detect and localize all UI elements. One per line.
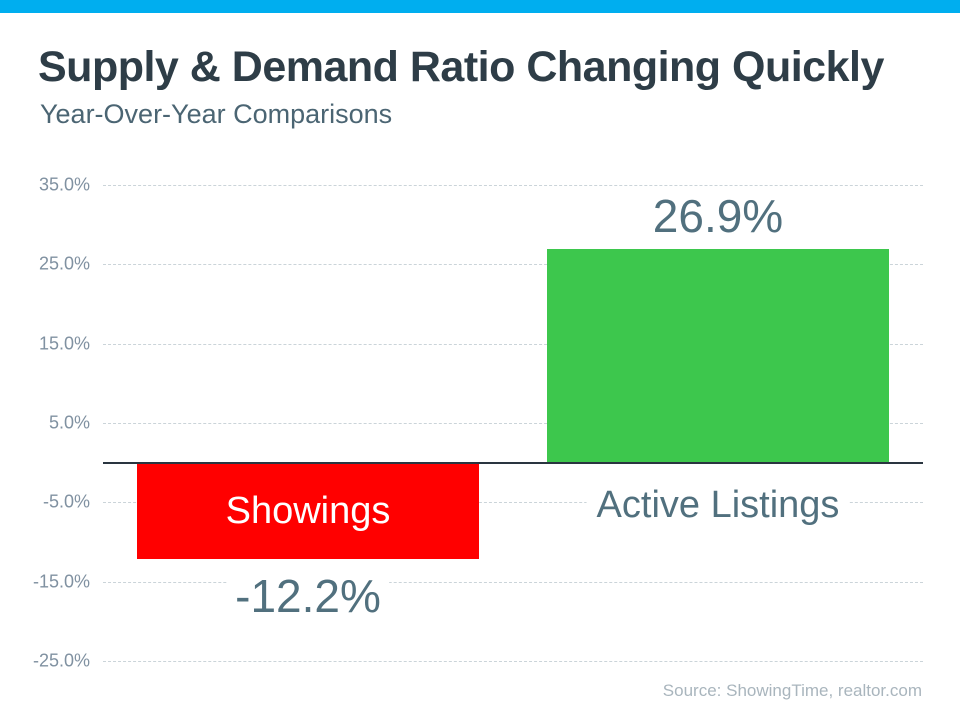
plot-area: 35.0% 25.0% 15.0% 5.0% -5.0% -15.0% -25.0% -12.… [33, 175, 923, 671]
bar-active-listings [547, 249, 889, 463]
gridline [103, 185, 923, 186]
top-accent-bar [0, 0, 960, 13]
value-label-showings: -12.2% [227, 573, 389, 620]
gridline [103, 423, 923, 424]
chart-subtitle: Year-Over-Year Comparisons [40, 99, 393, 129]
y-axis-tick-label: 35.0% [38, 174, 90, 195]
y-axis-tick-label: 15.0% [38, 333, 90, 354]
gridline [103, 343, 923, 345]
value-label-active-listings: 26.9% [644, 193, 792, 240]
chart-title: Supply & Demand Ratio Changing Quickly [38, 43, 884, 91]
gridline [103, 581, 923, 583]
category-label-active-listings: Active Listings [586, 482, 850, 527]
y-axis-tick-label: -15.0% [32, 571, 90, 592]
bar-showings [137, 462, 479, 560]
gridline [103, 502, 923, 504]
x-axis-line [103, 461, 923, 464]
source-caption: Source: ShowingTime, realtor.com [662, 681, 922, 700]
y-axis-tick-label: -5.0% [42, 491, 90, 512]
y-axis-tick-label: 5.0% [48, 412, 90, 433]
gridline [103, 661, 923, 662]
gridline [103, 264, 923, 266]
category-label-showings: Showings [225, 490, 391, 533]
y-axis-tick-label: -25.0% [32, 650, 90, 671]
y-axis-tick-label: 25.0% [38, 253, 90, 274]
